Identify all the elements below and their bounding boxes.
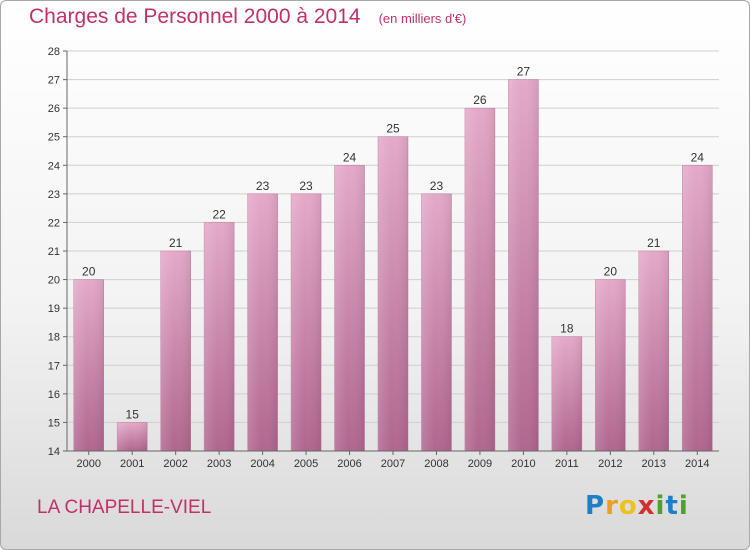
bar-shade xyxy=(247,193,278,451)
chart-unit-note: (en milliers d'€) xyxy=(378,11,467,26)
bar-shade xyxy=(551,336,582,451)
x-tick-label: 2001 xyxy=(120,458,144,470)
y-tick-label: 27 xyxy=(48,75,60,87)
x-tick-label: 2007 xyxy=(381,458,405,470)
data-label: 22 xyxy=(212,207,226,221)
data-label: 25 xyxy=(386,122,400,136)
y-tick-label: 17 xyxy=(48,360,60,372)
bar-shade xyxy=(73,279,104,451)
x-tick-label: 2011 xyxy=(555,458,579,470)
data-label: 18 xyxy=(560,322,574,336)
axes: 14 15 16 17 18 19 20 21 22 23 24 25 26 27 28 2000 2001 20… xyxy=(48,46,719,470)
y-tick-label: 26 xyxy=(48,103,60,115)
x-tick-label: 2008 xyxy=(424,458,448,470)
data-label: 24 xyxy=(691,150,705,164)
bar-shade xyxy=(682,165,713,452)
x-tick-label: 2013 xyxy=(642,458,666,470)
y-tick-label: 23 xyxy=(48,189,60,201)
x-tick-label: 2012 xyxy=(598,458,622,470)
bar-shade xyxy=(160,251,191,451)
y-tick-label: 21 xyxy=(48,246,60,258)
x-tick-label: 2002 xyxy=(163,458,187,470)
proxiti-logo: Proxiti xyxy=(585,491,689,521)
y-tick-label: 28 xyxy=(48,46,60,58)
y-tick-label: 22 xyxy=(48,217,60,229)
commune-name: LA CHAPELLE-VIEL xyxy=(37,497,212,518)
data-label: 21 xyxy=(169,236,183,250)
data-label: 23 xyxy=(430,179,444,193)
x-tick-label: 2006 xyxy=(337,458,361,470)
bar-shade xyxy=(464,108,495,452)
data-label: 21 xyxy=(647,236,661,250)
x-tick-label: 2014 xyxy=(685,458,709,470)
y-tick-label: 25 xyxy=(48,132,60,144)
bar-shade xyxy=(291,193,322,451)
bar-shade xyxy=(595,279,626,451)
bar-shade xyxy=(378,136,408,451)
data-label: 24 xyxy=(343,150,357,164)
chart-title: Charges de Personnel 2000 à 2014 (en mill… xyxy=(29,5,466,29)
y-tick-label: 15 xyxy=(48,417,60,429)
x-tick-label: 2005 xyxy=(294,458,318,470)
data-label: 27 xyxy=(517,65,531,79)
data-label: 20 xyxy=(604,265,618,279)
y-tick-label: 24 xyxy=(48,160,60,172)
bar-shade xyxy=(508,79,539,452)
x-tick-label: 2009 xyxy=(468,458,492,470)
data-label: 23 xyxy=(299,179,313,193)
bar-shade xyxy=(204,222,235,451)
data-label: 15 xyxy=(126,407,140,421)
y-tick-label: 16 xyxy=(48,389,60,401)
data-label: 26 xyxy=(473,93,487,107)
y-tick-label: 18 xyxy=(48,332,60,344)
bar-shade xyxy=(334,165,365,452)
bar-shade xyxy=(638,251,669,451)
y-tick-label: 20 xyxy=(48,275,60,287)
bar-shade xyxy=(421,193,452,451)
bars: 20 15 21 22 23 23 24 25 23 26 27 18 20 21 24 xyxy=(73,65,713,452)
x-tick-label: 2003 xyxy=(207,458,231,470)
y-tick-label: 14 xyxy=(48,446,60,458)
chart-title-text: Charges de Personnel 2000 à 2014 xyxy=(29,5,361,28)
data-label: 20 xyxy=(82,265,96,279)
data-label: 23 xyxy=(256,179,270,193)
x-tick-label: 2004 xyxy=(250,458,274,470)
bar-shade xyxy=(117,422,148,451)
y-tick-label: 19 xyxy=(48,303,60,315)
x-tick-label: 2010 xyxy=(511,458,535,470)
x-tick-label: 2000 xyxy=(76,458,100,470)
